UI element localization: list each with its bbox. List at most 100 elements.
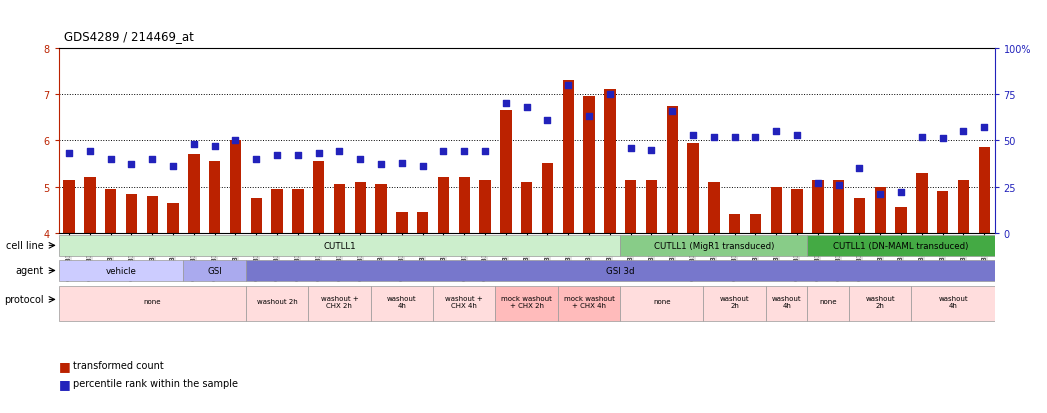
Bar (729, 215, 740, 233)
Point (851, 165, 868, 172)
Bar (355, 183, 366, 233)
Bar (126, 194, 137, 233)
Point (788, 132, 805, 139)
Text: washout +
CHX 4h: washout + CHX 4h (445, 295, 483, 308)
Text: GDS4289 / 214469_at: GDS4289 / 214469_at (64, 31, 194, 43)
Point (310, 151, 327, 157)
Point (685, 132, 701, 139)
Point (269, 152, 286, 159)
Text: washout
4h: washout 4h (938, 295, 967, 308)
Point (976, 125, 993, 131)
Point (185, 141, 202, 148)
Point (706, 134, 722, 140)
Point (809, 180, 826, 187)
Bar (59, 235, 620, 256)
Bar (396, 213, 407, 233)
Bar (604, 90, 616, 233)
Text: CUTLL1 (DN-MAML transduced): CUTLL1 (DN-MAML transduced) (833, 241, 968, 250)
Bar (480, 180, 491, 233)
Bar (708, 183, 719, 233)
Bar (459, 178, 470, 233)
Point (518, 104, 535, 111)
Point (748, 134, 764, 140)
Point (934, 136, 951, 142)
Bar (620, 286, 704, 321)
Bar (271, 190, 283, 233)
Text: GSI: GSI (207, 266, 222, 275)
Point (560, 82, 577, 89)
Bar (807, 235, 995, 256)
Bar (105, 190, 116, 233)
Point (913, 134, 930, 140)
Bar (979, 148, 990, 233)
Point (643, 147, 660, 154)
Text: CUTLL1: CUTLL1 (324, 241, 356, 250)
Point (103, 156, 119, 163)
Text: protocol: protocol (4, 295, 44, 305)
Point (601, 92, 618, 98)
Bar (334, 185, 346, 233)
Bar (937, 192, 949, 233)
Bar (183, 260, 246, 282)
Bar (375, 185, 386, 233)
Point (394, 160, 410, 166)
Point (82, 149, 98, 155)
Point (497, 101, 514, 107)
Bar (417, 213, 428, 233)
Point (455, 149, 472, 155)
Bar (812, 180, 824, 233)
Point (476, 149, 493, 155)
Text: agent: agent (16, 266, 44, 276)
Bar (704, 286, 765, 321)
Text: washout
4h: washout 4h (387, 295, 417, 308)
Bar (646, 180, 658, 233)
Text: CUTLL1 (MigR1 transduced): CUTLL1 (MigR1 transduced) (653, 241, 774, 250)
Point (227, 138, 244, 144)
Bar (849, 286, 912, 321)
Bar (562, 81, 574, 233)
Text: washout
2h: washout 2h (866, 295, 895, 308)
Bar (246, 260, 995, 282)
Bar (59, 260, 183, 282)
Bar (620, 235, 807, 256)
Bar (250, 199, 262, 233)
Point (248, 156, 265, 163)
Bar (807, 286, 849, 321)
Text: ■: ■ (59, 377, 70, 390)
Bar (541, 164, 553, 233)
Bar (209, 162, 220, 233)
Point (664, 108, 681, 115)
Point (61, 151, 77, 157)
Bar (765, 286, 807, 321)
Bar (583, 97, 595, 233)
Bar (313, 162, 325, 233)
Bar (371, 286, 433, 321)
Text: vehicle: vehicle (106, 266, 136, 275)
Bar (292, 190, 304, 233)
Point (124, 161, 140, 168)
Bar (438, 178, 449, 233)
Bar (958, 180, 970, 233)
Text: none: none (143, 299, 161, 305)
Point (539, 117, 556, 124)
Bar (667, 107, 678, 233)
Bar (792, 190, 803, 233)
Point (581, 114, 598, 120)
Text: none: none (820, 299, 837, 305)
Bar (168, 203, 179, 233)
Point (164, 164, 181, 170)
Point (872, 191, 889, 198)
Bar (433, 286, 495, 321)
Bar (63, 180, 74, 233)
Point (955, 128, 972, 135)
Bar (687, 143, 698, 233)
Bar (84, 178, 95, 233)
Point (289, 152, 306, 159)
Point (830, 182, 847, 189)
Text: washout +
CHX 2h: washout + CHX 2h (320, 295, 358, 308)
Bar (895, 208, 907, 233)
Point (767, 128, 784, 135)
Text: ■: ■ (59, 359, 70, 372)
Text: cell line: cell line (6, 241, 44, 251)
Bar (874, 187, 886, 233)
